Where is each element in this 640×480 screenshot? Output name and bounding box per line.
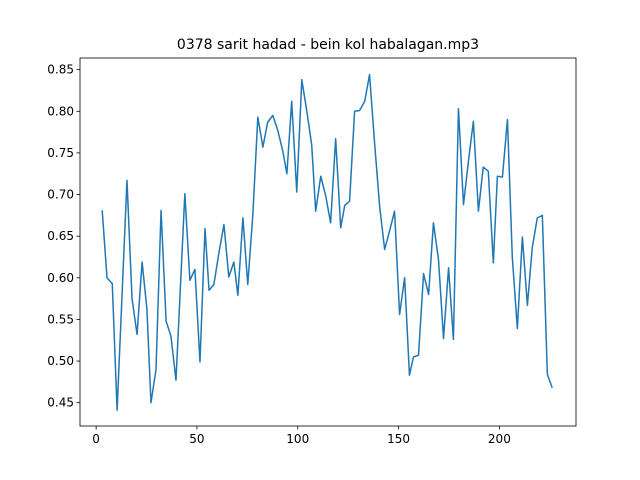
y-tick-label: 0.55 xyxy=(47,312,74,326)
y-tick-label: 0.50 xyxy=(47,354,74,368)
line-series xyxy=(101,73,553,411)
y-tick-label: 0.70 xyxy=(47,188,74,202)
x-tick-label: 0 xyxy=(92,432,100,446)
y-tick-label: 0.75 xyxy=(47,146,74,160)
chart-title: 0378 sarit hadad - bein kol habalagan.mp… xyxy=(177,37,479,53)
y-tick-label: 0.65 xyxy=(47,229,74,243)
x-tick-label: 150 xyxy=(387,432,410,446)
x-tick-label: 100 xyxy=(286,432,309,446)
y-tick-label: 0.45 xyxy=(47,396,74,410)
x-tick-label: 50 xyxy=(189,432,204,446)
x-tick-label: 200 xyxy=(488,432,511,446)
y-tick-label: 0.60 xyxy=(47,271,74,285)
plot-frame xyxy=(79,57,577,427)
y-tick-label: 0.85 xyxy=(47,63,74,77)
y-tick-label: 0.80 xyxy=(47,104,74,118)
